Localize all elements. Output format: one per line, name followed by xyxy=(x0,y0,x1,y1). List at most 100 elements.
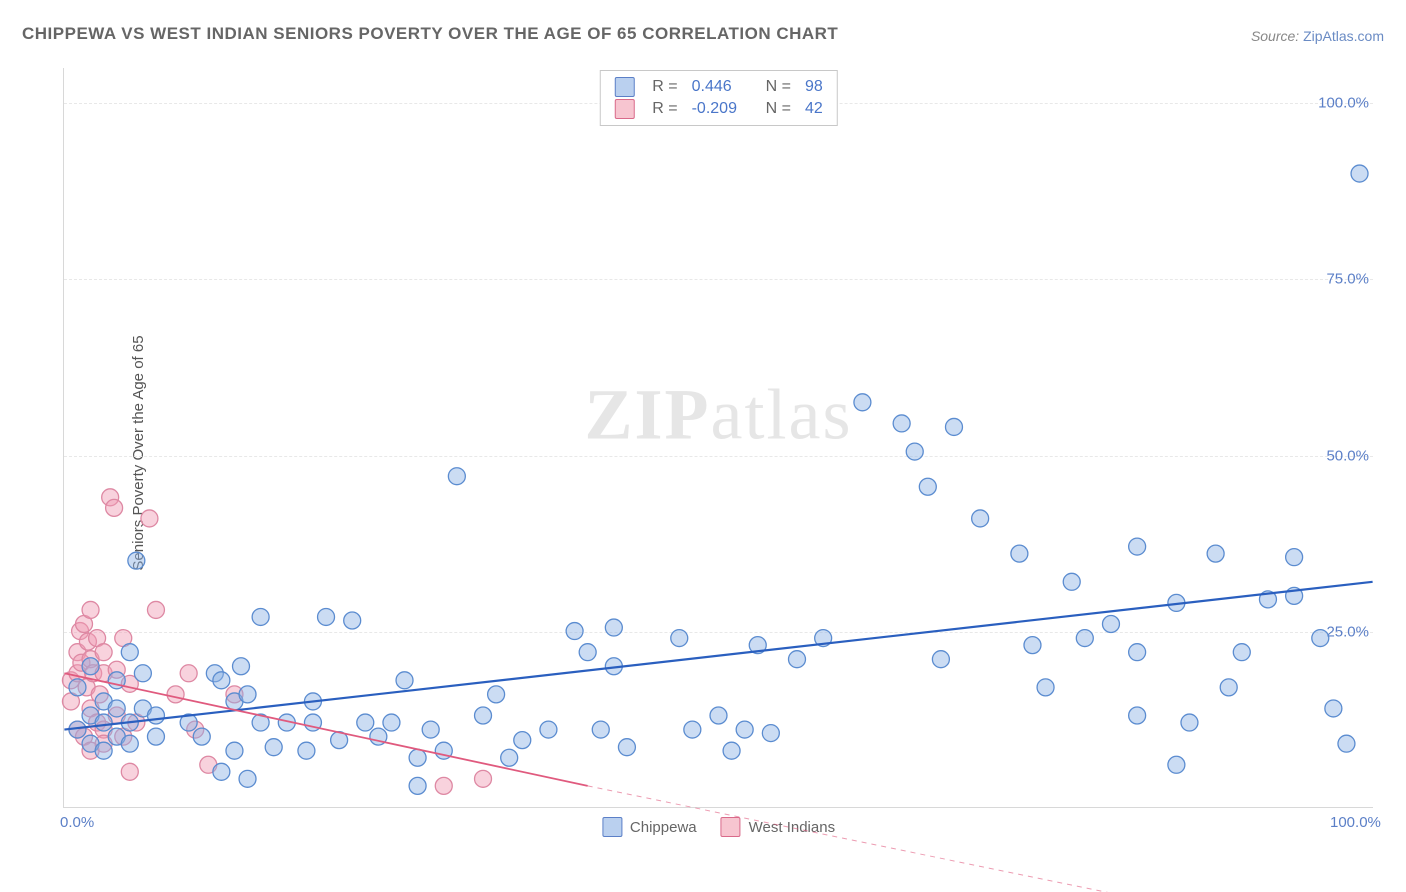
scatter-point-chippewa xyxy=(121,735,138,752)
source-label: Source: xyxy=(1251,28,1299,44)
scatter-point-chippewa xyxy=(1286,549,1303,566)
scatter-point-chippewa xyxy=(1037,679,1054,696)
scatter-point-chippewa xyxy=(501,749,518,766)
regression-line-west-indians-extend xyxy=(588,786,1137,892)
scatter-point-chippewa xyxy=(789,651,806,668)
scatter-point-chippewa xyxy=(1338,735,1355,752)
scatter-point-chippewa xyxy=(1024,637,1041,654)
scatter-point-west_indians xyxy=(106,499,123,516)
scatter-point-chippewa xyxy=(1181,714,1198,731)
scatter-point-chippewa xyxy=(357,714,374,731)
stats-legend: R = 0.446 N = 98 R = -0.209 N = 42 xyxy=(599,70,837,126)
scatter-point-chippewa xyxy=(147,728,164,745)
scatter-point-chippewa xyxy=(383,714,400,731)
r-value: -0.209 xyxy=(692,100,752,118)
n-label: N = xyxy=(766,78,791,96)
stats-row-west-indians: R = -0.209 N = 42 xyxy=(614,98,822,120)
r-value: 0.446 xyxy=(692,78,752,96)
scatter-point-chippewa xyxy=(919,478,936,495)
scatter-point-chippewa xyxy=(298,742,315,759)
scatter-point-chippewa xyxy=(409,777,426,794)
swatch-pink-icon xyxy=(721,817,741,837)
scatter-point-chippewa xyxy=(233,658,250,675)
scatter-point-chippewa xyxy=(128,552,145,569)
scatter-point-chippewa xyxy=(671,630,688,647)
scatter-point-chippewa xyxy=(1129,644,1146,661)
scatter-point-chippewa xyxy=(1102,616,1119,633)
scatter-point-chippewa xyxy=(1129,538,1146,555)
scatter-point-chippewa xyxy=(1351,165,1368,182)
scatter-point-chippewa xyxy=(592,721,609,738)
scatter-point-chippewa xyxy=(1220,679,1237,696)
scatter-point-chippewa xyxy=(409,749,426,766)
scatter-point-west_indians xyxy=(180,665,197,682)
source-attribution: Source: ZipAtlas.com xyxy=(1251,28,1384,44)
scatter-point-west_indians xyxy=(475,770,492,787)
scatter-point-chippewa xyxy=(475,707,492,724)
x-tick-label: 100.0% xyxy=(1330,814,1381,831)
scatter-point-chippewa xyxy=(69,679,86,696)
scatter-point-chippewa xyxy=(95,714,112,731)
scatter-point-chippewa xyxy=(1011,545,1028,562)
scatter-point-chippewa xyxy=(945,418,962,435)
source-value: ZipAtlas.com xyxy=(1303,28,1384,44)
scatter-point-chippewa xyxy=(906,443,923,460)
scatter-point-chippewa xyxy=(448,468,465,485)
scatter-point-west_indians xyxy=(167,686,184,703)
regression-line-west-indians xyxy=(64,673,587,786)
scatter-point-chippewa xyxy=(95,742,112,759)
legend-label: West Indians xyxy=(749,819,835,836)
scatter-point-chippewa xyxy=(932,651,949,668)
plot-area: ZIPatlas R = 0.446 N = 98 R = -0.209 N =… xyxy=(63,68,1373,808)
x-tick-label: 0.0% xyxy=(60,814,94,831)
scatter-point-chippewa xyxy=(514,732,531,749)
scatter-point-chippewa xyxy=(193,728,210,745)
scatter-point-chippewa xyxy=(344,612,361,629)
legend-item-chippewa: Chippewa xyxy=(602,817,697,837)
scatter-point-chippewa xyxy=(147,707,164,724)
scatter-point-chippewa xyxy=(618,739,635,756)
scatter-point-chippewa xyxy=(318,608,335,625)
scatter-point-chippewa xyxy=(134,665,151,682)
scatter-point-chippewa xyxy=(1233,644,1250,661)
scatter-point-chippewa xyxy=(579,644,596,661)
scatter-point-chippewa xyxy=(396,672,413,689)
scatter-point-chippewa xyxy=(684,721,701,738)
scatter-point-chippewa xyxy=(1063,573,1080,590)
scatter-point-chippewa xyxy=(1312,630,1329,647)
scatter-point-chippewa xyxy=(108,700,125,717)
scatter-point-chippewa xyxy=(226,742,243,759)
scatter-point-chippewa xyxy=(121,644,138,661)
scatter-point-chippewa xyxy=(82,658,99,675)
scatter-point-chippewa xyxy=(710,707,727,724)
scatter-point-chippewa xyxy=(723,742,740,759)
scatter-point-chippewa xyxy=(1168,756,1185,773)
scatter-point-chippewa xyxy=(239,770,256,787)
scatter-point-chippewa xyxy=(239,686,256,703)
r-label: R = xyxy=(652,100,677,118)
swatch-blue-icon xyxy=(602,817,622,837)
chart-title: CHIPPEWA VS WEST INDIAN SENIORS POVERTY … xyxy=(22,24,838,44)
scatter-point-chippewa xyxy=(762,725,779,742)
scatter-point-chippewa xyxy=(1325,700,1342,717)
scatter-point-west_indians xyxy=(147,601,164,618)
scatter-point-chippewa xyxy=(972,510,989,527)
plot-svg xyxy=(64,68,1373,807)
scatter-point-chippewa xyxy=(854,394,871,411)
scatter-point-west_indians xyxy=(121,763,138,780)
stats-row-chippewa: R = 0.446 N = 98 xyxy=(614,76,822,98)
swatch-blue-icon xyxy=(614,77,634,97)
scatter-point-chippewa xyxy=(488,686,505,703)
n-value: 42 xyxy=(805,100,823,118)
scatter-point-chippewa xyxy=(213,763,230,780)
scatter-point-chippewa xyxy=(566,623,583,640)
scatter-point-chippewa xyxy=(1076,630,1093,647)
scatter-point-chippewa xyxy=(1129,707,1146,724)
scatter-point-chippewa xyxy=(422,721,439,738)
series-legend: Chippewa West Indians xyxy=(602,817,835,837)
scatter-point-west_indians xyxy=(141,510,158,527)
scatter-point-chippewa xyxy=(1207,545,1224,562)
n-label: N = xyxy=(766,100,791,118)
r-label: R = xyxy=(652,78,677,96)
scatter-point-chippewa xyxy=(736,721,753,738)
